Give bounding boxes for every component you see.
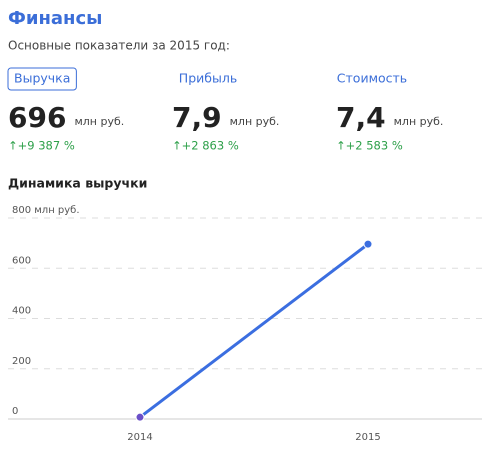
x-tick-label: 2015 bbox=[355, 432, 380, 443]
metric-change: ↑+2 583 % bbox=[336, 139, 403, 153]
y-tick-label: 400 bbox=[12, 306, 31, 317]
metric-unit: млн руб. bbox=[230, 115, 280, 128]
active-tab-border[interactable] bbox=[7, 67, 77, 91]
metric-unit: млн руб. bbox=[394, 115, 444, 128]
y-tick-label: 600 bbox=[12, 255, 31, 266]
metric-value: 696 bbox=[8, 101, 66, 134]
y-tick-label: 800 млн руб. bbox=[12, 205, 80, 216]
metric-change: ↑+9 387 % bbox=[8, 139, 75, 153]
metric-tab[interactable]: Выручка bbox=[14, 71, 70, 86]
x-tick-label: 2014 bbox=[127, 432, 152, 443]
data-point bbox=[363, 239, 373, 249]
y-tick-label: 200 bbox=[12, 356, 31, 367]
metric-value: 7,4 bbox=[336, 101, 386, 134]
data-point bbox=[135, 412, 145, 422]
metric-unit: млн руб. bbox=[74, 115, 124, 128]
revenue-line bbox=[139, 242, 369, 419]
metric-tab[interactable]: Стоимость bbox=[337, 71, 407, 86]
metric-tab[interactable]: Прибыль bbox=[179, 71, 237, 86]
subtitle: Основные показатели за 2015 год: bbox=[8, 39, 230, 53]
metric-change: ↑+2 863 % bbox=[172, 139, 239, 153]
metric-value: 7,9 bbox=[172, 101, 222, 134]
y-tick-label: 0 bbox=[12, 406, 18, 417]
title: Финансы bbox=[8, 8, 102, 29]
chart-title: Динамика выручки bbox=[8, 176, 147, 191]
